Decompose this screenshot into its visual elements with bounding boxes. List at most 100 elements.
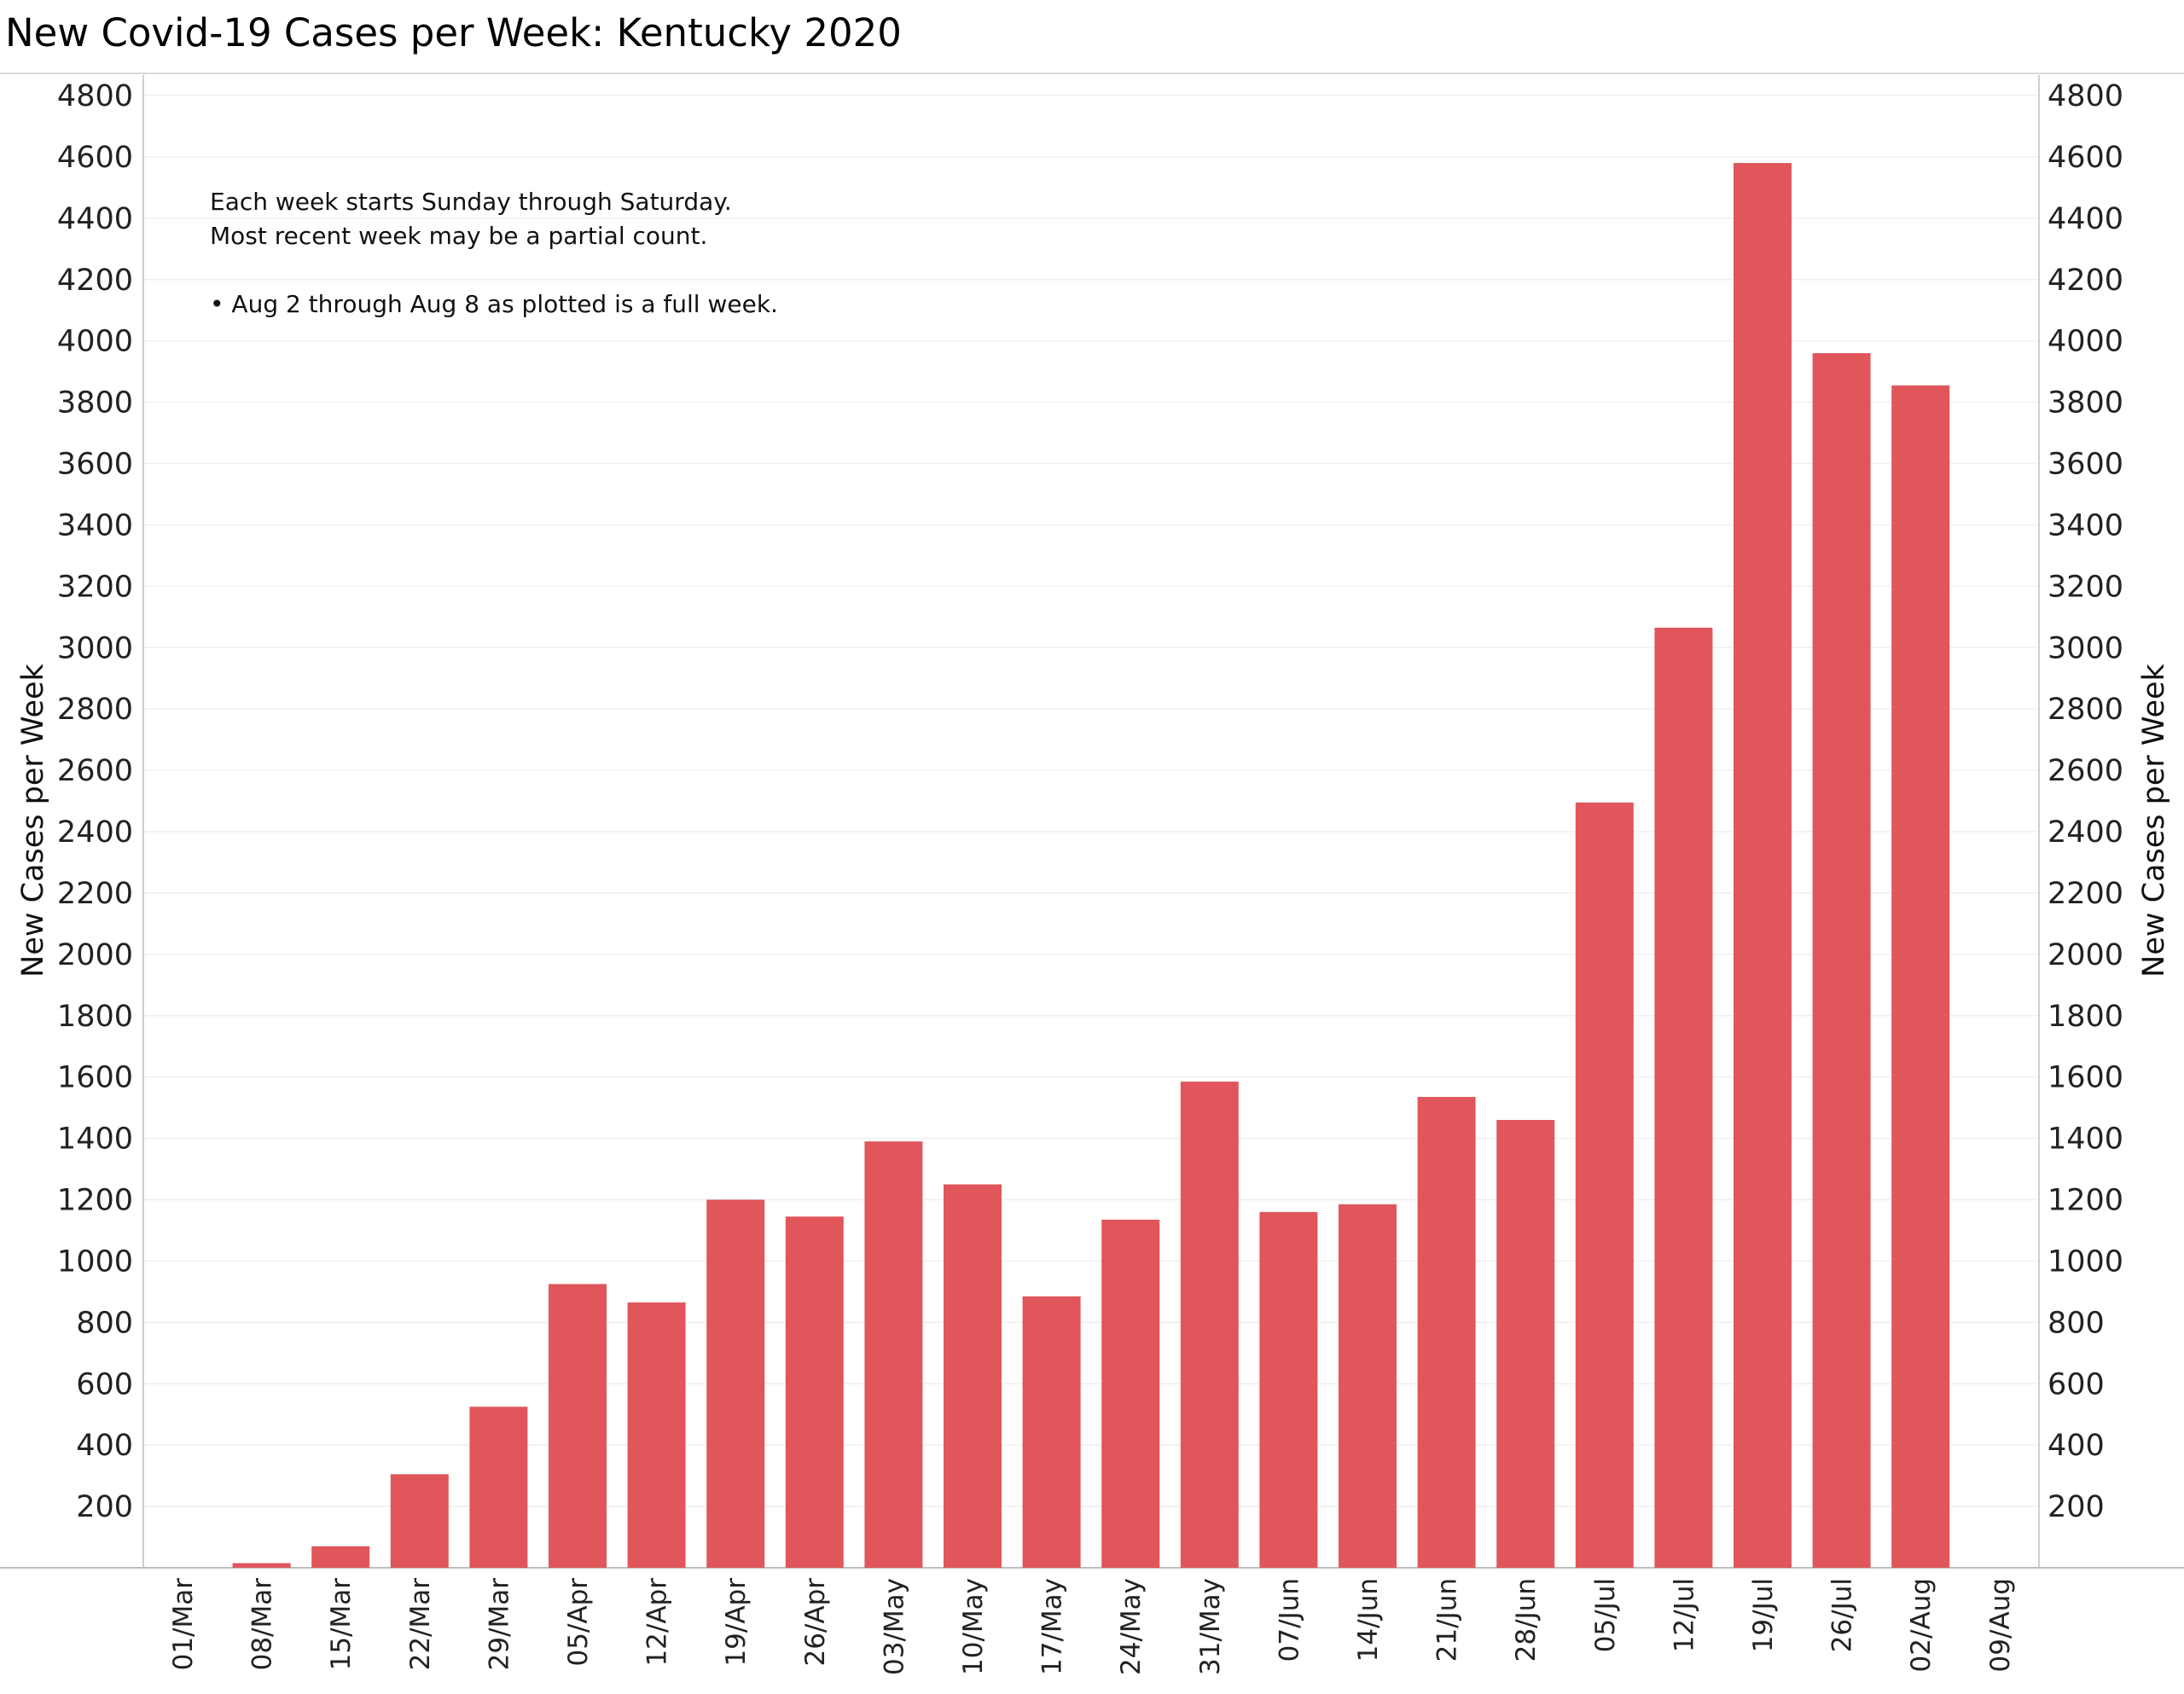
bar-21-jun (1417, 1097, 1476, 1568)
x-tick-label: 03/May (879, 1578, 909, 1675)
bar-05-jul (1575, 802, 1634, 1568)
y-tick-label-right: 2400 (2048, 815, 2123, 850)
annotation-line-3: • Aug 2 through Aug 8 as plotted is a fu… (210, 290, 778, 318)
y-tick-label-left: 1000 (57, 1244, 133, 1279)
y-tick-label-left: 1800 (57, 1000, 133, 1034)
x-tick-label: 26/Apr (800, 1578, 831, 1667)
x-tick-label: 17/May (1037, 1578, 1068, 1675)
y-tick-label-left: 200 (76, 1490, 133, 1524)
x-tick-label: 22/Mar (405, 1578, 436, 1671)
y-tick-label-left: 4400 (57, 202, 133, 236)
y-tick-label-right: 1200 (2048, 1184, 2123, 1218)
y-tick-label-left: 1400 (57, 1123, 133, 1157)
y-tick-label-right: 1600 (2048, 1061, 2123, 1095)
y-tick-label-left: 2600 (57, 754, 133, 788)
x-tick-label: 12/Apr (642, 1578, 673, 1667)
bar-22-mar (390, 1474, 449, 1568)
x-tick-label: 31/May (1195, 1578, 1226, 1675)
x-tick-label: 07/Jun (1274, 1578, 1304, 1662)
y-axis-right: 200 400 600 800 1000 1200 1400 1600 1800 2000 2200… (2048, 79, 2123, 1524)
y-tick-label-right: 4800 (2048, 79, 2123, 113)
y-tick-label-right: 4600 (2048, 141, 2123, 175)
bar-03-may (864, 1141, 923, 1568)
x-tick-label: 02/Aug (1906, 1578, 1937, 1672)
y-tick-label-right: 4000 (2048, 325, 2123, 359)
x-tick-label: 29/Mar (484, 1578, 514, 1671)
annotation-line-2: Most recent week may be a partial count. (210, 222, 707, 250)
x-tick-label: 12/Jul (1669, 1578, 1699, 1652)
x-axis: 01/Mar 08/Mar 15/Mar 22/Mar 29/Mar 05/Apr 12/A… (168, 1578, 2016, 1675)
y-tick-label-left: 400 (76, 1429, 133, 1463)
bar-12-jul (1654, 627, 1713, 1568)
y-tick-label-left: 2200 (57, 877, 133, 911)
y-tick-label-left: 3800 (57, 386, 133, 421)
x-tick-label: 15/Mar (326, 1578, 357, 1671)
y-tick-label-right: 3400 (2048, 508, 2123, 542)
y-tick-label-right: 3000 (2048, 631, 2123, 665)
y-tick-label-left: 1600 (57, 1061, 133, 1095)
x-tick-label: 26/Jul (1827, 1578, 1858, 1652)
y-axis-left: 200 400 600 800 1000 1200 1400 1600 1800 2000 2200… (57, 79, 133, 1524)
y-tick-label-right: 200 (2048, 1490, 2105, 1524)
bar-24-may (1101, 1219, 1160, 1568)
bar-26-jul (1812, 353, 1871, 1568)
x-tick-label: 01/Mar (168, 1578, 199, 1671)
x-tick-label: 05/Jul (1590, 1578, 1621, 1652)
y-tick-label-right: 800 (2048, 1306, 2105, 1340)
y-tick-label-right: 3800 (2048, 386, 2123, 421)
bar-12-apr (627, 1302, 686, 1568)
bar-17-may (1022, 1296, 1081, 1568)
x-tick-label: 08/Mar (247, 1578, 278, 1671)
y-tick-label-left: 4200 (57, 264, 133, 298)
y-tick-label-right: 1400 (2048, 1123, 2123, 1157)
y-tick-label-left: 2000 (57, 938, 133, 972)
x-tick-label: 19/Jul (1748, 1578, 1779, 1652)
x-tick-label: 28/Jun (1511, 1578, 1542, 1662)
y-axis-label-right: New Cases per Week (2137, 663, 2171, 977)
y-tick-label-left: 3400 (57, 508, 133, 542)
bar-07-jun (1259, 1211, 1318, 1568)
y-tick-label-right: 4400 (2048, 202, 2123, 236)
y-tick-label-left: 600 (76, 1367, 133, 1401)
y-tick-label-left: 4000 (57, 325, 133, 359)
y-tick-label-right: 4200 (2048, 264, 2123, 298)
y-tick-label-right: 2600 (2048, 754, 2123, 788)
x-tick-label: 10/May (958, 1578, 989, 1675)
y-tick-label-right: 3200 (2048, 570, 2123, 604)
bar-19-jul (1734, 163, 1792, 1568)
x-tick-label: 21/Jun (1432, 1578, 1463, 1662)
bar-10-may (944, 1184, 1002, 1568)
bar-08-mar (232, 1563, 291, 1568)
bar-28-jun (1496, 1120, 1555, 1568)
bar-02-aug (1891, 385, 1950, 1568)
bars (232, 163, 1950, 1568)
y-tick-label-left: 2400 (57, 815, 133, 850)
x-tick-label: 09/Aug (1985, 1578, 2016, 1672)
gridlines (143, 95, 2039, 1507)
x-tick-label: 24/May (1116, 1578, 1147, 1675)
y-tick-label-left: 4800 (57, 79, 133, 113)
bar-19-apr (706, 1199, 765, 1568)
annotation-line-1: Each week starts Sunday through Saturday… (210, 188, 732, 216)
y-tick-label-left: 4600 (57, 141, 133, 175)
bar-14-jun (1339, 1204, 1397, 1568)
y-tick-label-left: 3000 (57, 631, 133, 665)
x-tick-label: 14/Jun (1353, 1578, 1384, 1662)
y-tick-label-right: 400 (2048, 1429, 2105, 1463)
bar-15-mar (311, 1546, 370, 1568)
y-tick-label-left: 2800 (57, 693, 133, 727)
y-tick-label-left: 3600 (57, 448, 133, 482)
y-tick-label-right: 600 (2048, 1367, 2105, 1401)
x-tick-label: 19/Apr (721, 1578, 752, 1667)
y-tick-label-right: 1800 (2048, 1000, 2123, 1034)
bar-26-apr (785, 1216, 844, 1568)
y-tick-label-right: 1000 (2048, 1244, 2123, 1279)
y-axis-label-left: New Cases per Week (16, 663, 50, 977)
y-tick-label-left: 800 (76, 1306, 133, 1340)
bar-05-apr (549, 1284, 607, 1568)
y-tick-label-left: 1200 (57, 1184, 133, 1218)
bar-29-mar (469, 1407, 528, 1568)
y-tick-label-right: 2000 (2048, 938, 2123, 972)
y-tick-label-right: 3600 (2048, 448, 2123, 482)
